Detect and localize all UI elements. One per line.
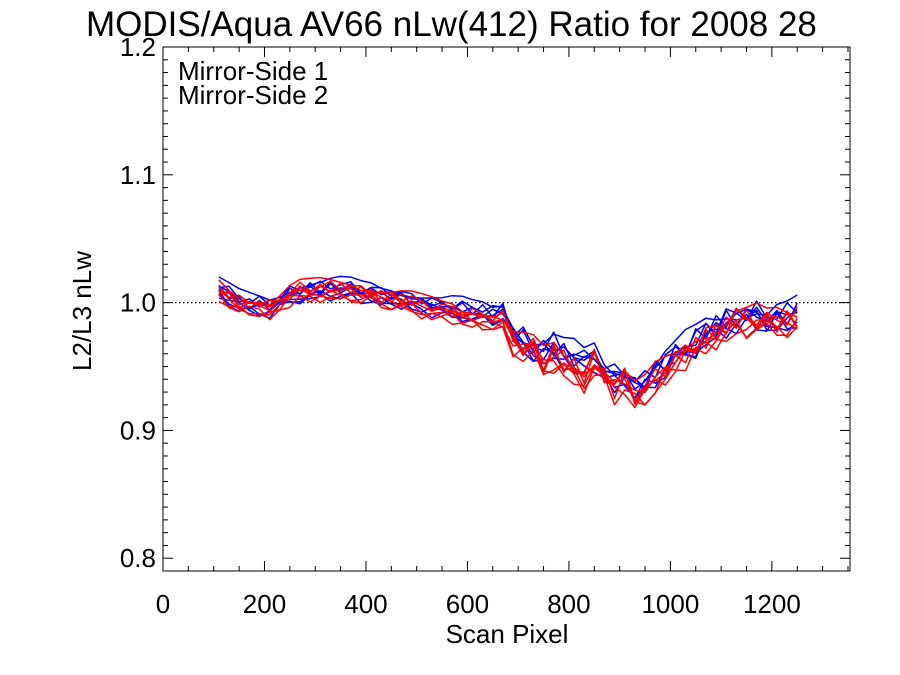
x-tick-label: 600 — [446, 589, 489, 619]
x-tick-label: 1200 — [743, 589, 801, 619]
x-tick-label: 1000 — [641, 589, 699, 619]
x-tick-label: 400 — [344, 589, 387, 619]
chart-title: MODIS/Aqua AV66 nLw(412) Ratio for 2008 … — [86, 5, 817, 44]
series-layer — [218, 275, 798, 409]
y-tick-label: 1.2 — [120, 32, 156, 62]
plot-frame — [162, 46, 851, 572]
y-tick-label: 0.8 — [120, 543, 156, 573]
x-axis: 0 200 400 600 800 1000 1200 — [156, 47, 849, 619]
y-axis-label: L2/L3 nLw — [67, 251, 97, 371]
legend-entry-mirror-side-2: Mirror-Side 2 — [178, 80, 328, 110]
x-tick-label: 0 — [156, 589, 170, 619]
x-tick-label: 800 — [547, 589, 590, 619]
series-line-mirror-side-2 — [218, 289, 798, 409]
y-tick-label: 1.0 — [120, 288, 156, 318]
x-axis-label: Scan Pixel — [446, 619, 569, 649]
y-tick-label: 1.1 — [120, 160, 156, 190]
series-line-mirror-side-2 — [218, 288, 798, 406]
x-tick-label: 200 — [243, 589, 286, 619]
y-axis: 0.8 0.9 1.0 1.1 1.2 — [120, 32, 850, 573]
series-line-mirror-side-2 — [218, 282, 798, 394]
y-tick-label: 0.9 — [120, 415, 156, 445]
legend-entry-mirror-side-1: Mirror-Side 1 — [178, 56, 328, 86]
